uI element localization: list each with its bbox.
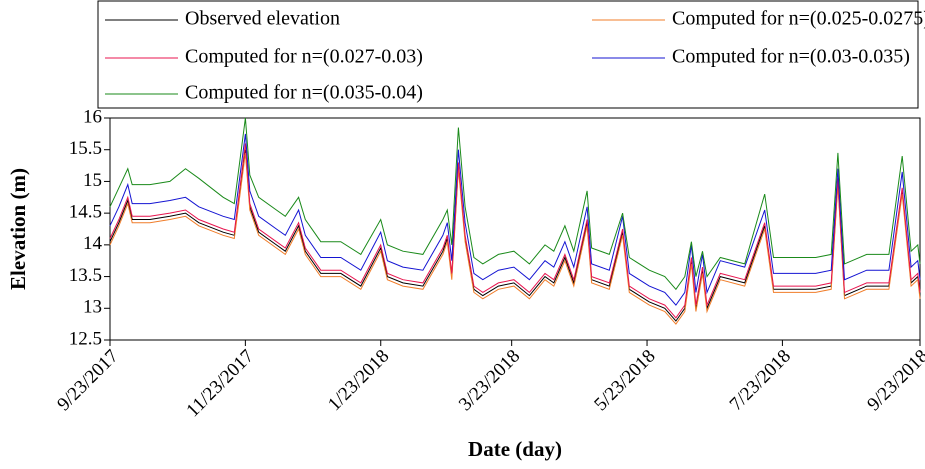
series-line (109, 143, 921, 319)
series-line (109, 149, 921, 322)
legend-label: Computed for n=(0.035-0.04) (185, 82, 423, 104)
y-tick-label: 13.5 (69, 265, 102, 286)
x-tick-label: 9/23/2017 (53, 346, 122, 415)
y-tick-label: 15 (83, 170, 102, 191)
x-tick-label: 7/23/2018 (726, 346, 795, 415)
series-line (109, 133, 921, 306)
plot-frame (109, 117, 921, 341)
y-tick-label: 14.5 (69, 202, 102, 223)
x-tick-label: 9/23/2018 (863, 346, 925, 415)
y-tick-label: 13 (83, 297, 102, 318)
y-tick-label: 12.5 (69, 328, 102, 349)
legend-label: Computed for n=(0.03-0.035) (672, 46, 910, 68)
x-tick-label: 11/23/2017 (182, 346, 258, 422)
series-line (109, 152, 921, 325)
series-line (109, 117, 921, 291)
legend-label: Computed for n=(0.025-0.0275) (672, 8, 925, 30)
x-axis-title: Date (day) (468, 437, 562, 461)
y-tick-label: 14 (83, 233, 103, 254)
y-tick-label: 16 (83, 106, 102, 127)
x-tick-label: 5/23/2018 (590, 346, 659, 415)
y-axis-title: Elevation (m) (6, 168, 30, 290)
x-tick-label: 1/23/2018 (324, 346, 393, 415)
legend-label: Observed elevation (185, 8, 340, 30)
x-tick-label: 3/23/2018 (455, 346, 524, 415)
legend-label: Computed for n=(0.027-0.03) (185, 46, 423, 68)
y-tick-label: 15.5 (69, 138, 102, 159)
legend-box (97, 0, 919, 109)
